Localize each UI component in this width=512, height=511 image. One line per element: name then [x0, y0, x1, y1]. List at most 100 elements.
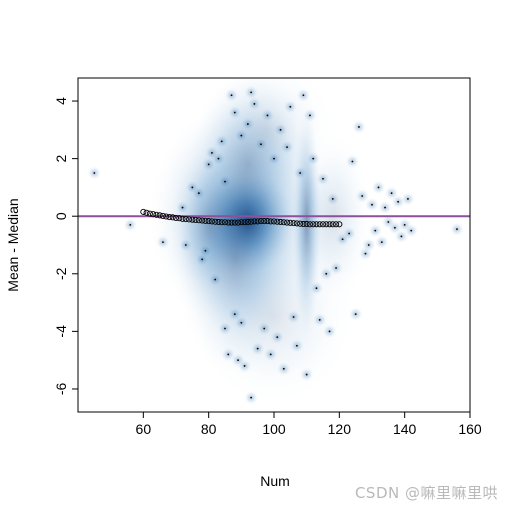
outlier-point	[377, 186, 380, 189]
outlier-point	[181, 206, 184, 209]
outlier-point	[220, 140, 223, 143]
trend-marker	[326, 221, 333, 228]
x-tick-label: 120	[328, 421, 352, 437]
outlier-point	[266, 114, 269, 117]
outlier-point	[292, 316, 295, 318]
x-tick-label: 60	[136, 421, 152, 437]
outlier-point	[211, 151, 213, 154]
outlier-point	[237, 359, 239, 362]
trend-marker	[300, 220, 307, 228]
outlier-point	[335, 267, 337, 269]
x-tick-label: 140	[393, 421, 417, 437]
y-axis: -6 -4 -2 0 2 4	[53, 97, 78, 395]
outlier-point	[273, 157, 275, 160]
trend-marker	[215, 218, 222, 226]
trend-marker	[199, 217, 206, 224]
y-tick-label: 4	[53, 97, 69, 105]
outlier-point	[289, 105, 292, 108]
outlier-point	[224, 180, 226, 183]
outlier-point	[260, 143, 262, 146]
trend-marker	[186, 216, 193, 223]
outlier-point	[207, 163, 210, 166]
trend-marker	[189, 216, 196, 223]
outlier-point	[393, 226, 396, 229]
trend-marker	[241, 219, 248, 226]
outlier-point	[348, 232, 351, 235]
outlier-point	[240, 321, 243, 324]
outlier-point	[410, 229, 413, 232]
outlier-point	[302, 94, 305, 97]
outlier-point	[328, 330, 331, 333]
outlier-point	[263, 327, 266, 330]
outlier-point	[312, 157, 315, 160]
trend-marker	[287, 219, 294, 226]
outlier-point	[276, 336, 279, 339]
outlier-point	[214, 278, 217, 281]
trend-marker	[176, 215, 183, 222]
trend-marker	[146, 210, 153, 217]
outlier-point	[403, 223, 406, 226]
outlier-point	[325, 272, 328, 275]
outlier-point	[230, 94, 233, 97]
trend-marker	[261, 218, 268, 225]
trend-marker	[225, 219, 232, 226]
outlier-point	[400, 235, 403, 238]
outlier-point	[250, 91, 253, 94]
trend-marker	[333, 221, 340, 228]
outlier-point	[361, 195, 364, 197]
outlier-point	[374, 229, 377, 232]
outlier-point	[197, 192, 200, 195]
trend-marker	[319, 221, 327, 228]
outlier-point	[224, 327, 226, 330]
trend-marker	[182, 216, 189, 223]
trend-marker	[221, 219, 229, 226]
trend-marker	[238, 219, 245, 226]
outlier-point	[331, 198, 334, 200]
outlier-point	[217, 157, 220, 160]
outlier-point	[318, 318, 321, 321]
outlier-point	[243, 365, 246, 367]
trend-marker	[235, 219, 242, 226]
outlier-point	[309, 114, 311, 117]
trend-marker	[267, 218, 274, 225]
trend-marker	[156, 212, 163, 219]
outlier-point	[397, 200, 400, 203]
trend-marker	[303, 220, 310, 228]
trend-marker	[192, 216, 199, 223]
trend-marker	[257, 218, 264, 225]
outlier-point	[286, 146, 288, 149]
trend-marker	[153, 211, 160, 218]
outlier-point	[233, 111, 236, 114]
trend-marker	[270, 218, 278, 225]
outlier-point	[256, 347, 259, 350]
trend-marker	[280, 219, 287, 226]
trend-marker	[143, 209, 150, 216]
x-axis: 60 80 100 120 140 160	[136, 411, 482, 437]
trend-marker	[195, 217, 202, 224]
x-tick-label: 80	[201, 421, 217, 437]
outlier-point	[351, 160, 354, 163]
outlier-point	[279, 128, 282, 131]
outlier-point	[364, 252, 367, 255]
y-tick-label: 0	[53, 212, 69, 220]
outlier-point	[380, 241, 383, 244]
outlier-point	[384, 206, 386, 209]
trend-marker	[306, 221, 313, 228]
outlier-point	[227, 353, 230, 356]
y-tick-label: -6	[53, 383, 69, 396]
outlier-point	[390, 192, 393, 195]
trend-marker	[172, 214, 180, 221]
outlier-point	[191, 186, 194, 189]
trend-marker	[163, 213, 170, 220]
outlier-point	[282, 367, 285, 370]
trend-markers	[140, 208, 343, 228]
trend-marker	[205, 218, 212, 225]
outlier-points	[93, 91, 458, 399]
outlier-point	[354, 313, 357, 316]
y-tick-label: -4	[53, 325, 69, 338]
y-tick-label: -2	[53, 267, 69, 280]
y-tick-label: 2	[53, 155, 69, 163]
trend-marker	[218, 219, 225, 226]
trend-marker	[290, 220, 297, 227]
trend-marker	[277, 218, 284, 226]
